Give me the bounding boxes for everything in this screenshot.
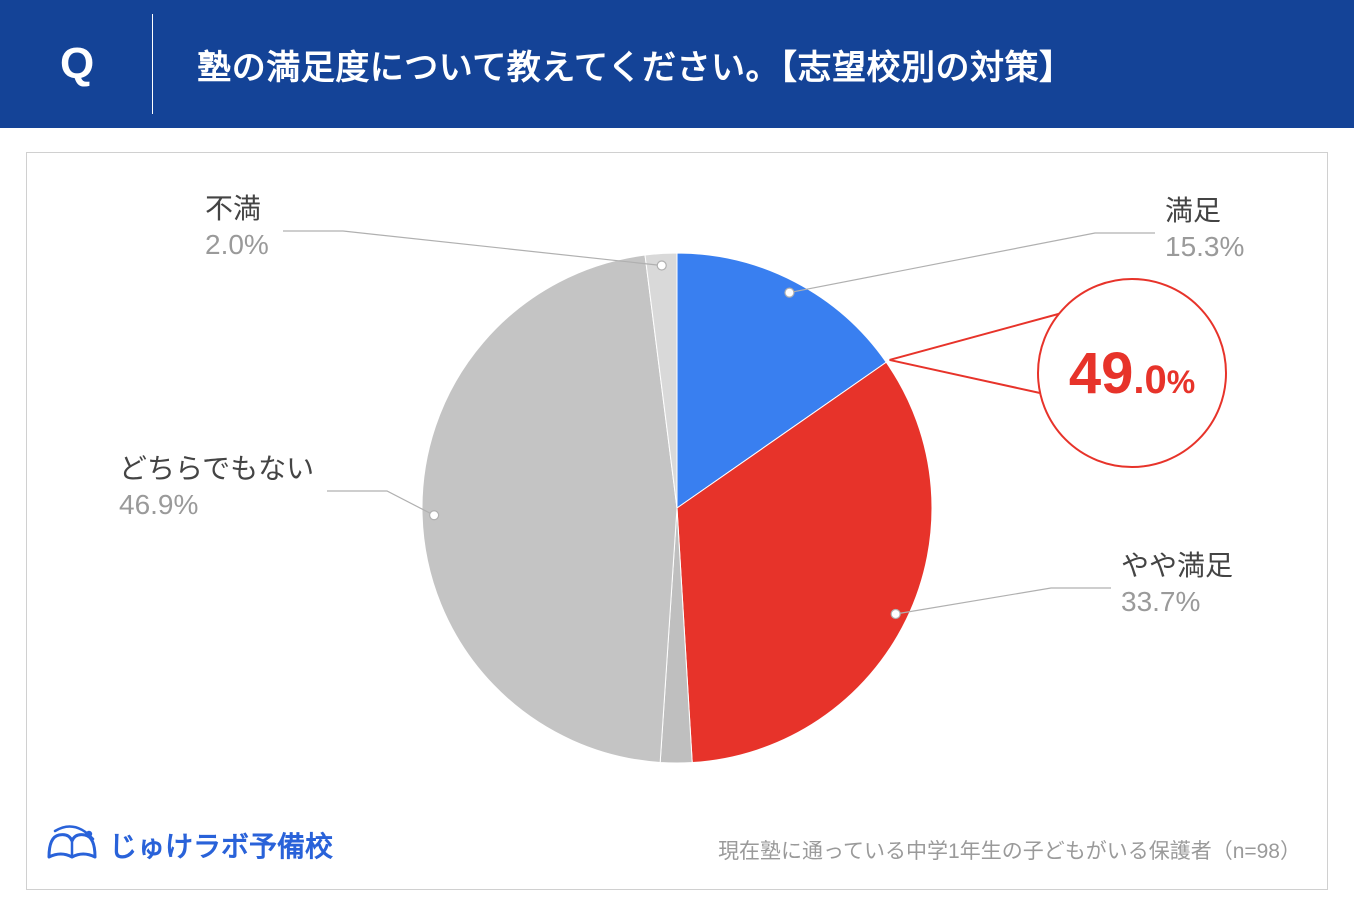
header-divider — [152, 14, 153, 114]
label-somewhat-pct: 33.7% — [1121, 584, 1233, 620]
label-satisfied: 満足 15.3% — [1165, 193, 1244, 266]
label-satisfied-title: 満足 — [1165, 193, 1244, 229]
header-bar: Q 塾の満足度について教えてください。【志望校別の対策】 — [0, 0, 1354, 128]
label-satisfied-pct: 15.3% — [1165, 229, 1244, 265]
question-text: 塾の満足度について教えてください。【志望校別の対策】 — [197, 40, 1073, 89]
logo-text: じゅけラボ予備校 — [109, 825, 333, 865]
footer-logo: じゅけラボ予備校 — [45, 823, 333, 867]
label-neutral-pct: 46.9% — [119, 487, 314, 523]
callout-bubble: 49.0% — [1037, 278, 1227, 468]
book-icon — [45, 823, 99, 867]
label-dissatisfied-title: 不満 — [205, 191, 269, 227]
label-dissatisfied-pct: 2.0% — [205, 227, 269, 263]
label-dissatisfied: 不満 2.0% — [205, 191, 269, 264]
chart-container: 満足 15.3% やや満足 33.7% どちらでもない 46.9% 不満 2.0… — [26, 152, 1328, 890]
footer-note: 現在塾に通っている中学1年生の子どもがいる保護者（n=98） — [718, 835, 1301, 865]
callout-value: 49.0% — [1069, 340, 1195, 407]
label-neutral-title: どちらでもない — [119, 451, 314, 487]
q-letter: Q — [60, 39, 94, 89]
label-somewhat-title: やや満足 — [1121, 548, 1233, 584]
label-neutral: どちらでもない 46.9% — [119, 451, 314, 524]
label-somewhat-satisfied: やや満足 33.7% — [1121, 548, 1233, 621]
